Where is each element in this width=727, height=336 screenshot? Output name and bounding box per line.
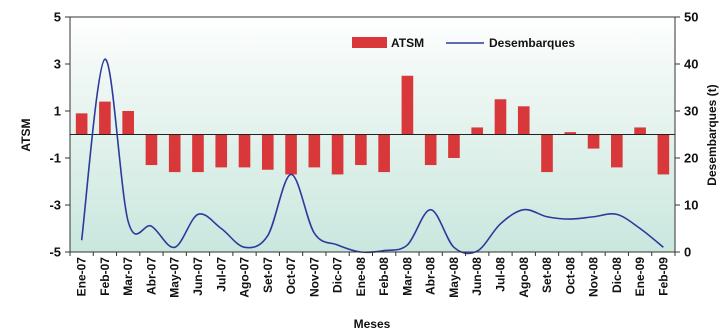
bar-atsm-ene-08 [355,134,367,166]
right-axis-ticks: 50 40 30 20 10 0 [675,10,698,260]
x-tick-label: May-07 [168,257,182,298]
left-tick-label: -3 [49,198,61,213]
x-tick-label: Jun-08 [470,257,484,296]
right-tick-label: 20 [684,151,698,166]
bar-atsm-may-07 [168,134,181,173]
left-tick-label: -1 [49,151,61,166]
right-tick-label: 50 [684,10,698,25]
bar-atsm-may-08 [448,134,460,158]
x-tick-label: Abr-07 [144,257,158,295]
x-axis-title: Meses [354,317,391,331]
x-tick-label: Feb-09 [656,257,670,296]
bar-atsm-abr-08 [424,134,437,166]
x-tick-label: Ene-09 [633,257,647,297]
bar-atsm-dic-08 [611,134,623,168]
bar-atsm-nov-07 [308,134,321,168]
bar-atsm-ago-07 [238,134,251,168]
bar-atsm-jun-07 [192,134,204,173]
x-tick-label: Ago-07 [238,257,252,298]
x-tick-label: Ene-08 [354,257,368,297]
left-axis-title: ATSM [19,118,33,151]
left-tick-label: 3 [54,57,61,72]
x-tick-label: Jul-07 [214,257,228,292]
bar-atsm-oct-07 [285,134,297,175]
right-tick-label: 0 [684,245,691,260]
bar-atsm-feb-09 [657,134,670,175]
bar-atsm-jun-08 [471,127,484,135]
bar-atsm-ago-08 [517,106,530,135]
x-tick-label: Mar-08 [400,257,414,296]
x-tick-label: Dic-07 [331,257,345,293]
x-tick-label: Jun-07 [191,257,205,296]
legend-atsm-swatch [352,37,387,48]
x-tick-label: Dic-08 [610,257,624,293]
line-series [80,58,664,255]
x-tick-label: Oct-08 [563,257,577,295]
x-tick-label: Ene-07 [75,257,89,297]
right-tick-label: 30 [684,104,698,119]
bar-atsm-nov-08 [587,134,600,149]
x-tick-label: Set-07 [261,257,275,293]
bar-atsm-ene-07 [75,113,88,135]
bar-atsm-mar-07 [122,111,134,135]
bar-atsm-set-07 [261,134,274,170]
bar-atsm-mar-08 [401,75,414,135]
bar-atsm-dic-07 [331,134,344,175]
bar-series [75,75,670,175]
x-tick-label: Feb-08 [377,257,391,296]
x-tick-label: Nov-08 [587,257,601,297]
x-tick-label: Feb-07 [98,257,112,296]
bar-atsm-feb-08 [378,134,390,173]
right-axis-title: Desembarques (t) [705,84,719,185]
x-tick-label: Nov-07 [307,257,321,297]
bar-atsm-oct-08 [564,132,577,135]
bar-atsm-abr-07 [145,134,158,166]
left-axis-ticks: 5 3 1 -1 -3 -5 [49,10,70,260]
left-tick-label: -5 [49,245,61,260]
bar-atsm-jul-07 [215,134,228,168]
line-desembarques [80,58,664,255]
right-tick-label: 40 [684,57,698,72]
x-tick-label: Abr-08 [424,257,438,295]
x-tick-label: Oct-07 [284,257,298,295]
bar-atsm-ene-09 [634,127,646,135]
right-tick-label: 10 [684,198,698,213]
left-tick-label: 5 [54,10,61,25]
legend-atsm-label: ATSM [391,36,424,50]
x-tick-label: Ago-08 [517,257,531,298]
left-tick-label: 1 [54,104,61,119]
legend: ATSM Desembarques [352,36,575,50]
x-tick-label: May-08 [447,257,461,298]
x-tick-label: Mar-07 [121,257,135,296]
bar-atsm-set-08 [541,134,553,173]
bar-atsm-jul-08 [494,99,507,135]
x-axis-ticks: Ene-07 Feb-07 Mar-07 Abr-07 May-07 Jun-07 Jul-… [69,252,676,298]
legend-desembarques-label: Desembarques [489,36,575,50]
bar-atsm-feb-07 [99,101,111,135]
x-tick-label: Jul-08 [493,257,507,292]
x-tick-label: Set-08 [540,257,554,293]
